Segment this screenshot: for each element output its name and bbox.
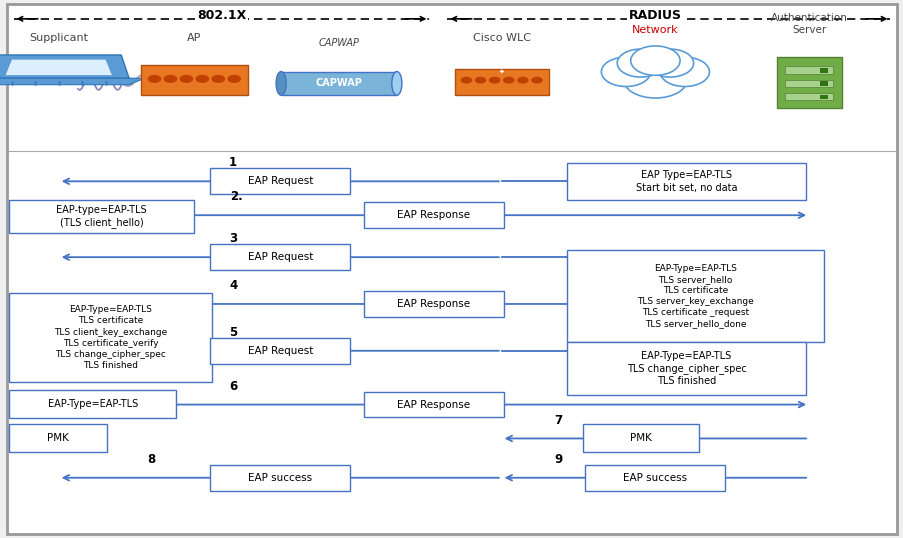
FancyBboxPatch shape (585, 465, 725, 491)
FancyBboxPatch shape (776, 57, 841, 108)
Text: EAP-Type=EAP-TLS
TLS server_hello
TLS certificate
TLS server_key_exchange
TLS ce: EAP-Type=EAP-TLS TLS server_hello TLS ce… (637, 264, 753, 328)
Circle shape (517, 77, 528, 83)
Text: 2.: 2. (230, 190, 243, 203)
Circle shape (502, 77, 514, 83)
FancyBboxPatch shape (582, 424, 698, 452)
Polygon shape (5, 60, 112, 75)
Text: EAP Type=EAP-TLS
Start bit set, no data: EAP Type=EAP-TLS Start bit set, no data (635, 170, 737, 193)
Circle shape (600, 57, 650, 87)
Text: EAP Response: EAP Response (397, 400, 470, 409)
FancyBboxPatch shape (566, 250, 824, 342)
FancyBboxPatch shape (566, 342, 805, 395)
Circle shape (211, 75, 225, 83)
Polygon shape (0, 55, 129, 78)
Circle shape (659, 57, 709, 87)
FancyBboxPatch shape (820, 81, 827, 86)
Text: CAPWAP: CAPWAP (318, 38, 359, 48)
Text: 3: 3 (229, 232, 237, 245)
FancyBboxPatch shape (9, 200, 194, 233)
FancyBboxPatch shape (141, 65, 247, 95)
Circle shape (622, 60, 687, 98)
FancyBboxPatch shape (210, 244, 350, 270)
Text: EAP Request: EAP Request (247, 176, 312, 186)
Circle shape (646, 49, 693, 77)
Text: EAP-type=EAP-TLS
(TLS client_hello): EAP-type=EAP-TLS (TLS client_hello) (56, 204, 147, 228)
FancyBboxPatch shape (9, 293, 212, 382)
Text: EAP-Type=EAP-TLS: EAP-Type=EAP-TLS (48, 399, 137, 409)
FancyBboxPatch shape (820, 68, 827, 73)
Circle shape (617, 49, 664, 77)
Text: EAP success: EAP success (248, 473, 312, 483)
Text: ✦: ✦ (498, 68, 504, 75)
Text: EAP success: EAP success (623, 473, 686, 483)
Text: 7: 7 (554, 414, 562, 427)
Polygon shape (0, 78, 144, 84)
FancyBboxPatch shape (281, 72, 396, 95)
Text: EAP Response: EAP Response (397, 210, 470, 220)
FancyBboxPatch shape (454, 69, 548, 95)
Circle shape (228, 75, 241, 83)
Circle shape (180, 75, 193, 83)
FancyBboxPatch shape (210, 168, 350, 194)
FancyBboxPatch shape (784, 93, 833, 100)
Circle shape (630, 46, 679, 75)
Text: 1: 1 (229, 157, 237, 169)
Ellipse shape (391, 72, 402, 95)
Circle shape (461, 77, 471, 83)
Text: 4: 4 (228, 279, 237, 292)
Text: Cisco WLC: Cisco WLC (472, 33, 530, 43)
FancyBboxPatch shape (820, 95, 827, 100)
Text: Enterprise
Network: Enterprise Network (626, 13, 684, 35)
Circle shape (147, 75, 161, 83)
Circle shape (531, 77, 542, 83)
FancyBboxPatch shape (363, 392, 504, 417)
Text: 9: 9 (554, 453, 563, 466)
Ellipse shape (275, 72, 286, 95)
Text: EAP Response: EAP Response (397, 299, 470, 309)
FancyBboxPatch shape (9, 390, 176, 418)
Text: EAP Request: EAP Request (247, 346, 312, 356)
Text: EAP Request: EAP Request (247, 252, 312, 262)
Text: EAP-Type=EAP-TLS
TLS certificate
TLS client_key_exchange
TLS certificate_verify
: EAP-Type=EAP-TLS TLS certificate TLS cli… (54, 306, 167, 370)
FancyBboxPatch shape (784, 80, 833, 87)
FancyBboxPatch shape (210, 338, 350, 364)
FancyBboxPatch shape (363, 291, 504, 317)
FancyBboxPatch shape (363, 202, 504, 228)
FancyBboxPatch shape (784, 67, 833, 74)
Circle shape (163, 75, 177, 83)
Text: 8: 8 (147, 453, 156, 466)
Text: Supplicant: Supplicant (29, 33, 88, 43)
Text: Authentication
Server: Authentication Server (769, 13, 847, 35)
Circle shape (195, 75, 209, 83)
Text: AP: AP (187, 33, 201, 43)
Circle shape (474, 77, 486, 83)
Text: PMK: PMK (629, 433, 651, 443)
FancyBboxPatch shape (9, 424, 107, 452)
Circle shape (489, 77, 500, 83)
Text: 6: 6 (228, 380, 237, 393)
Text: 5: 5 (228, 326, 237, 339)
Text: PMK: PMK (47, 433, 69, 443)
FancyBboxPatch shape (210, 465, 350, 491)
Text: 802.1X: 802.1X (197, 9, 246, 22)
Text: RADIUS: RADIUS (628, 9, 681, 22)
Text: EAP-Type=EAP-TLS
TLS change_cipher_spec
TLS finished: EAP-Type=EAP-TLS TLS change_cipher_spec … (626, 351, 746, 386)
FancyBboxPatch shape (566, 163, 805, 200)
Text: CAPWAP: CAPWAP (315, 79, 362, 88)
